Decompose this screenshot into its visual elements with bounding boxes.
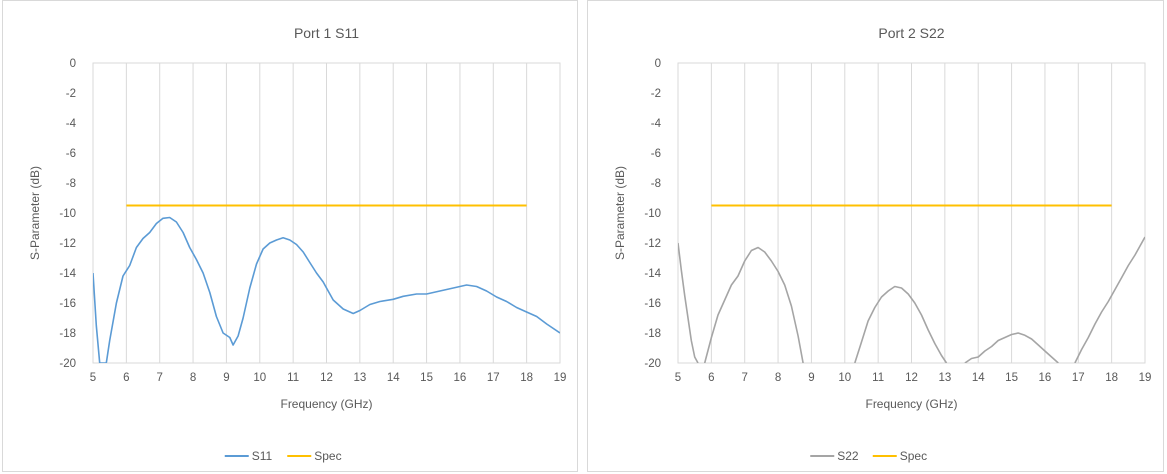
port2-x-tick-label: 19 <box>1139 372 1152 384</box>
port1-y-tick-label: -8 <box>66 178 76 190</box>
port1-x-tick-label: 6 <box>123 372 129 384</box>
port2-x-tick-label: 6 <box>708 372 714 384</box>
port2-x-tick-label: 16 <box>1039 372 1052 384</box>
port2-y-tick-label: -14 <box>644 268 661 280</box>
port2-x-tick-label: 13 <box>938 372 951 384</box>
port2-legend-label-spec: Spec <box>900 449 927 463</box>
port1-y-tick-label: -20 <box>59 358 76 370</box>
port1-x-tick-label: 5 <box>90 372 96 384</box>
port1-x-tick-label: 8 <box>190 372 196 384</box>
port2-y-tick-label: -16 <box>644 298 661 310</box>
port1-x-tick-label: 12 <box>320 372 333 384</box>
port1-chart-title: Port 1 S11 <box>294 25 359 41</box>
port1-x-tick-label: 14 <box>387 372 400 384</box>
port1-y-tick-label: -10 <box>59 208 76 220</box>
port2-x-tick-label: 10 <box>838 372 851 384</box>
port1-y-tick-label: -6 <box>66 148 76 160</box>
port2-x-tick-label: 15 <box>1005 372 1018 384</box>
port2-chart-title: Port 2 S22 <box>878 25 944 41</box>
port1-x-tick-label: 15 <box>420 372 433 384</box>
port1-series-s11 <box>93 216 560 363</box>
port2-x-tick-label: 12 <box>905 372 918 384</box>
port1-y-tick-label: -2 <box>66 88 76 100</box>
port1-y-tick-label: -4 <box>66 118 77 130</box>
port1-y-tick-label: -18 <box>59 328 76 340</box>
port2-y-tick-label: -12 <box>644 238 661 250</box>
port2-x-tick-label: 14 <box>972 372 985 384</box>
port2-legend-label-s22: S22 <box>837 449 859 463</box>
port1-x-tick-label: 9 <box>223 372 229 384</box>
port1-y-tick-label: -14 <box>59 268 76 280</box>
port2-series-s22 <box>678 236 1145 363</box>
port2-y-axis-title: S-Parameter (dB) <box>613 166 627 260</box>
chart-port1-s11: Port 1 S11 5 6 7 8 9 10 11 12 13 14 15 16 17 18 19 0 -2 -4… <box>28 25 567 463</box>
port1-x-tick-label: 13 <box>353 372 366 384</box>
port1-x-tick-label: 18 <box>520 372 533 384</box>
port2-y-tick-label: -10 <box>644 208 661 220</box>
chart-port2-s22: Port 2 S22 5 6 7 8 9 10 11 12 13 14 15 16 17 18 19 0 -2 -4… <box>613 25 1152 463</box>
port2-y-tick-label: -18 <box>644 328 661 340</box>
port1-y-tick-label: -12 <box>59 238 76 250</box>
port2-x-axis-title: Frequency (GHz) <box>865 397 957 411</box>
port2-x-tick-label: 9 <box>808 372 814 384</box>
port2-y-tick-label: 0 <box>655 58 661 70</box>
port1-legend-label-spec: Spec <box>314 449 341 463</box>
port1-x-axis-title: Frequency (GHz) <box>280 397 372 411</box>
port1-x-tick-label: 10 <box>253 372 266 384</box>
port1-x-tick-label: 11 <box>287 372 299 384</box>
port1-x-tick-label: 7 <box>157 372 163 384</box>
port1-x-tick-label: 17 <box>487 372 500 384</box>
port2-x-tick-label: 18 <box>1105 372 1118 384</box>
port1-legend-label-s11: S11 <box>252 449 273 463</box>
port1-y-tick-label: -16 <box>59 298 76 310</box>
port1-y-axis-title: S-Parameter (dB) <box>28 166 42 260</box>
port2-x-tick-label: 17 <box>1072 372 1085 384</box>
port2-x-tick-label: 8 <box>775 372 781 384</box>
port2-x-tick-label: 5 <box>675 372 681 384</box>
port1-x-tick-label: 19 <box>554 372 567 384</box>
port2-y-tick-label: -2 <box>651 88 661 100</box>
port2-y-tick-label: -6 <box>651 148 661 160</box>
port2-y-tick-label: -20 <box>644 358 661 370</box>
port2-y-tick-label: -8 <box>651 178 661 190</box>
chart-panel-port2: Port 2 S22 5 6 7 8 9 10 11 12 13 14 15 16 17 18 19 0 -2 -4… <box>587 0 1164 472</box>
port2-x-tick-label: 11 <box>872 372 884 384</box>
port2-y-tick-label: -4 <box>651 118 662 130</box>
port1-y-tick-label: 0 <box>70 58 76 70</box>
port1-x-tick-label: 16 <box>454 372 467 384</box>
chart-panel-port1: Port 1 S11 5 6 7 8 9 10 11 12 13 14 15 16 17 18 19 0 -2 -4… <box>2 0 578 472</box>
port2-x-tick-label: 7 <box>742 372 748 384</box>
